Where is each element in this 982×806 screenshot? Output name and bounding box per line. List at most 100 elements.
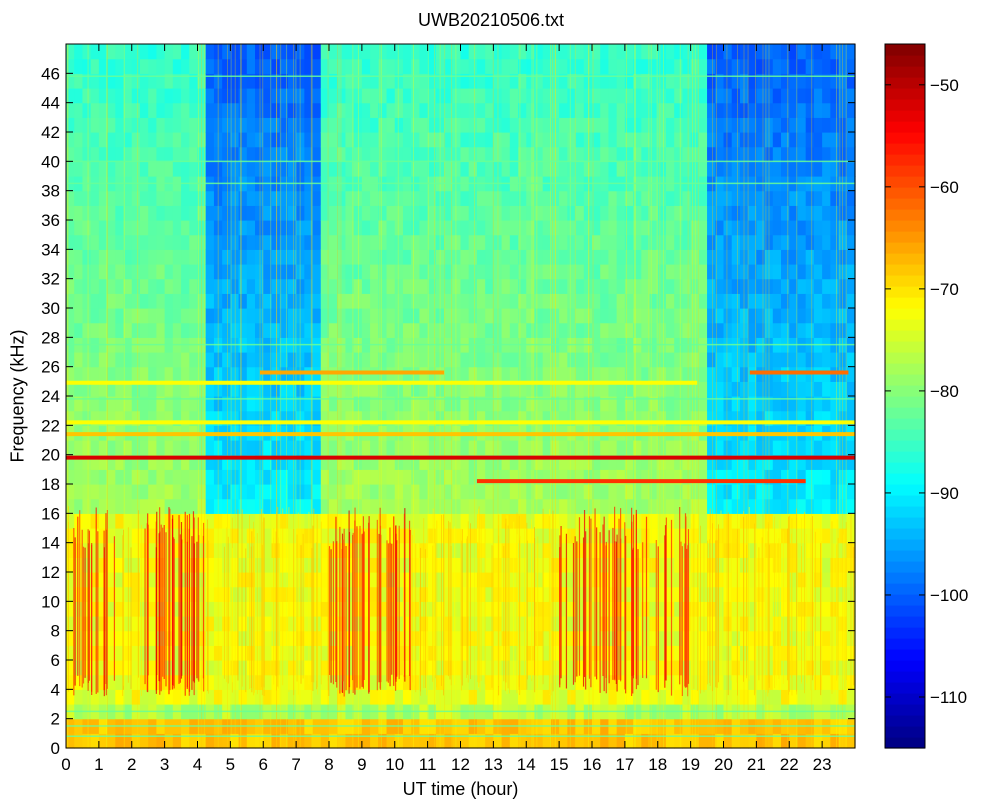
spectrogram-cell xyxy=(641,190,651,206)
spectrogram-cell xyxy=(361,58,371,74)
spectrogram-cell xyxy=(123,161,133,177)
spectrogram-cell xyxy=(222,674,231,690)
spectrogram-cell xyxy=(156,190,166,206)
spectrogram-cell xyxy=(789,73,799,89)
spectrogram-cell xyxy=(682,161,692,177)
spectrogram-cell xyxy=(131,396,141,412)
spectrogram-cell xyxy=(518,205,527,221)
spectrogram-cell xyxy=(181,454,190,470)
spectrogram-cell xyxy=(82,308,92,324)
spectrogram-cell xyxy=(805,513,815,529)
spectrogram-cell xyxy=(427,352,437,368)
spectrogram-cell xyxy=(822,190,831,206)
spectrogram-cell xyxy=(715,469,725,485)
spectrogram-cell xyxy=(476,205,486,221)
spectrogram-cell xyxy=(263,73,273,89)
spectrogram-cell xyxy=(485,528,494,544)
spectrogram-cell xyxy=(296,352,305,368)
spectrogram-cell xyxy=(534,396,544,412)
spectrogram-cell xyxy=(633,484,642,500)
spectrogram-cell xyxy=(402,454,412,470)
spectrogram-cell xyxy=(312,498,322,514)
spectrogram-cell xyxy=(189,381,199,397)
spectrogram-cell xyxy=(592,58,601,74)
spectrogram-cell xyxy=(353,220,363,236)
spectrogram-cell xyxy=(205,410,215,426)
spectrogram-cell xyxy=(822,146,831,162)
spectrogram-cell xyxy=(402,630,412,646)
spectrogram-cell xyxy=(715,381,725,397)
spectrogram-cell xyxy=(74,102,84,118)
spectrogram-cell xyxy=(822,234,831,250)
spectrogram-cell xyxy=(115,689,125,705)
spectrogram-cell xyxy=(813,630,823,646)
spectrogram-cell xyxy=(189,102,199,118)
spectrogram-cell xyxy=(189,146,199,162)
spectrogram-cell xyxy=(608,220,618,236)
spectrogram-cell xyxy=(361,733,371,749)
spectrogram-cell xyxy=(624,308,634,324)
spectrogram-cell xyxy=(583,366,593,382)
spectrogram-cell xyxy=(534,440,544,456)
spectrogram-cell xyxy=(197,44,207,60)
spectrogram-cell xyxy=(830,645,840,661)
spectrogram-cell xyxy=(468,308,478,324)
spectrogram-cell xyxy=(485,322,494,338)
spectrogram-cell xyxy=(263,278,273,294)
spectrogram-cell xyxy=(238,440,248,456)
spectrogram-cell xyxy=(263,88,273,104)
spectrogram-cell xyxy=(238,190,248,206)
spectrogram-cell xyxy=(731,601,741,617)
spectrogram-cell xyxy=(682,58,692,74)
spectrogram-cell xyxy=(468,645,478,661)
spectrogram-cell xyxy=(805,161,815,177)
spectrogram-cell xyxy=(197,454,207,470)
spectrogram-cell xyxy=(534,528,544,544)
spectrogram-cell xyxy=(172,484,182,500)
spectrogram-cell xyxy=(205,542,215,558)
spectrogram-cell xyxy=(115,630,125,646)
spectrogram-cell xyxy=(781,278,790,294)
spectrogram-cell xyxy=(271,440,281,456)
spectrogram-cell xyxy=(172,73,182,89)
spectrogram-cell xyxy=(509,440,519,456)
spectrogram-cell xyxy=(287,146,297,162)
spectrogram-cell xyxy=(583,542,593,558)
spectrogram-cell xyxy=(707,102,716,118)
spectrogram-cell xyxy=(255,73,264,89)
spectrogram-cell xyxy=(813,396,823,412)
spectrogram-cell xyxy=(90,366,100,382)
spectrogram-cell xyxy=(452,205,462,221)
spectrogram-cell xyxy=(172,88,182,104)
spectrogram-cell xyxy=(682,366,692,382)
spectrogram-cell xyxy=(509,88,519,104)
spectrogram-cell xyxy=(320,513,330,529)
spectrogram-cell xyxy=(534,572,544,588)
spectrogram-cell xyxy=(156,249,166,265)
spectrogram-cell xyxy=(542,674,552,690)
spectrogram-cell xyxy=(189,88,199,104)
spectrogram-cell xyxy=(608,146,618,162)
spectrogram-cell xyxy=(715,190,725,206)
spectrogram-cell xyxy=(279,58,289,74)
spectrogram-cell xyxy=(402,469,412,485)
spectrogram-cell xyxy=(246,366,256,382)
spectrogram-cell xyxy=(813,352,823,368)
spectrogram-cell xyxy=(715,234,725,250)
spectrogram-cell xyxy=(427,557,437,573)
spectrogram-cell xyxy=(115,601,125,617)
spectrogram-cell xyxy=(592,674,601,690)
spectrogram-cell xyxy=(698,234,708,250)
spectrogram-cell xyxy=(748,132,757,148)
spectrogram-cell xyxy=(526,484,536,500)
spectrogram-cell xyxy=(74,88,84,104)
spectrogram-cell xyxy=(567,73,577,89)
spectrogram-cell xyxy=(419,73,429,89)
spectrogram-cell xyxy=(287,161,297,177)
spectrogram-cell xyxy=(781,117,790,133)
spectrogram-cell xyxy=(213,44,223,60)
spectrogram-cell xyxy=(838,132,848,148)
spectrogram-cell xyxy=(731,498,741,514)
spectrogram-cell xyxy=(624,264,634,280)
spectrogram-cell xyxy=(624,278,634,294)
